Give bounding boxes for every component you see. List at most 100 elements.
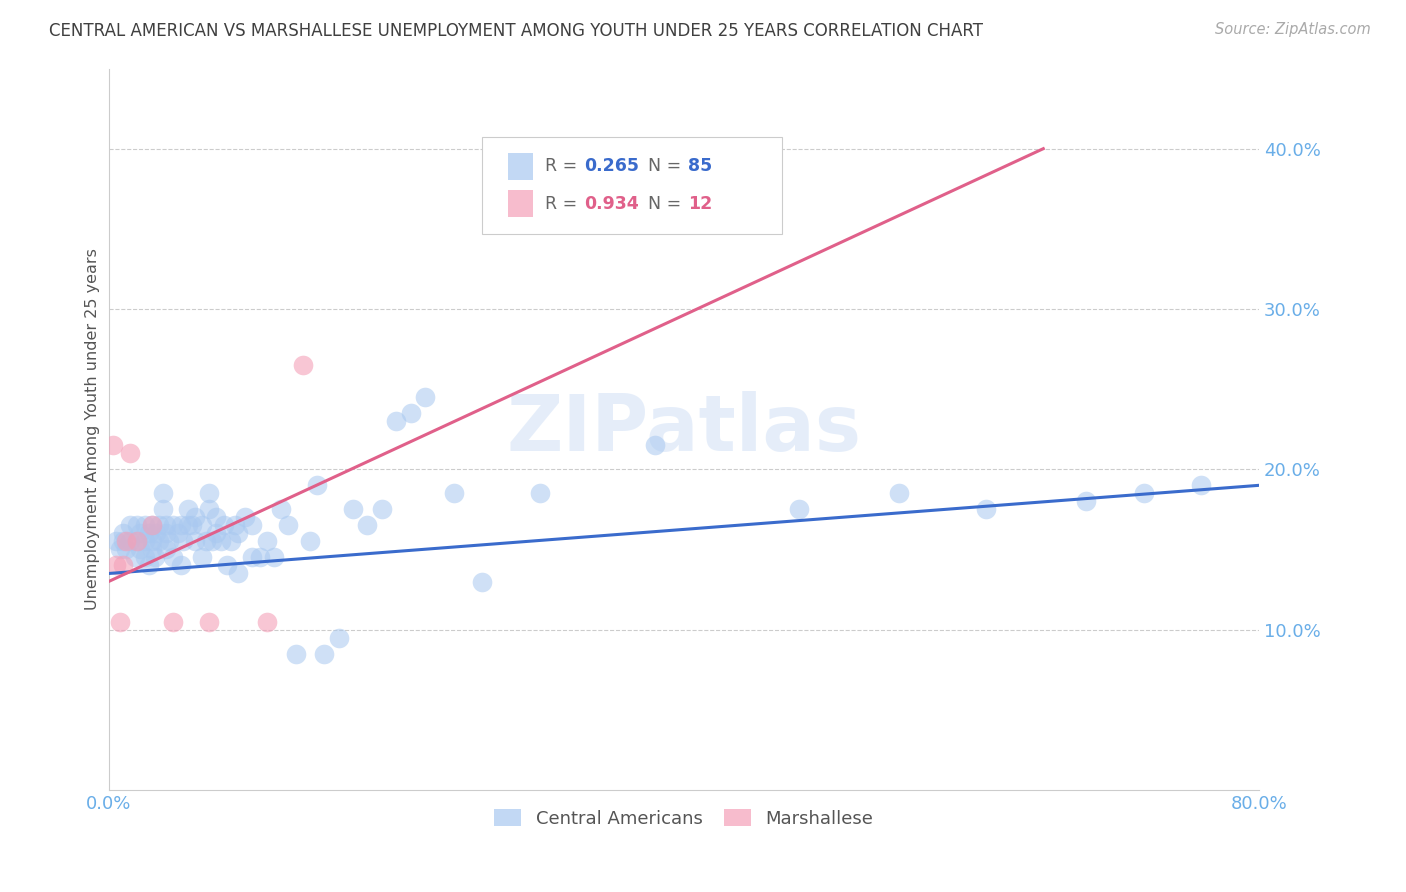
Point [263,550,285,565]
FancyBboxPatch shape [508,153,533,180]
Point [1076,494,1098,508]
Point [141,518,163,533]
Point [129,526,152,541]
Y-axis label: Unemployment Among Youth under 25 years: Unemployment Among Youth under 25 years [86,248,100,610]
Point [143,550,166,565]
Point [529,486,551,500]
Point [124,550,146,565]
Point [152,502,174,516]
Text: 0.265: 0.265 [583,157,638,175]
Text: R =: R = [544,194,582,212]
Point [356,518,378,533]
Point [224,518,246,533]
Text: CENTRAL AMERICAN VS MARSHALLESE UNEMPLOYMENT AMONG YOUTH UNDER 25 YEARS CORRELAT: CENTRAL AMERICAN VS MARSHALLESE UNEMPLOY… [49,22,983,40]
Point [108,542,131,557]
Point [291,358,314,372]
Point [152,486,174,500]
Point [111,526,134,541]
Point [209,534,232,549]
Point [115,542,138,557]
Point [111,534,134,549]
Point [120,534,142,549]
Point [177,502,200,516]
Text: 85: 85 [689,157,713,175]
Point [233,510,256,524]
Point [205,510,228,524]
Point [155,518,177,533]
Point [1191,478,1213,492]
FancyBboxPatch shape [508,190,533,218]
Point [205,526,228,541]
Point [129,542,152,557]
Text: N =: N = [648,157,688,175]
Text: 0.934: 0.934 [583,194,638,212]
Point [201,534,224,549]
Point [256,534,278,549]
Point [328,631,350,645]
Point [198,615,221,629]
Point [157,534,180,549]
Point [298,534,321,549]
Point [134,518,156,533]
Point [127,518,149,533]
Point [127,534,149,549]
Point [181,518,204,533]
Legend: Central Americans, Marshallese: Central Americans, Marshallese [486,802,880,835]
Point [399,406,422,420]
Point [120,518,142,533]
Point [644,438,666,452]
Point [284,647,307,661]
Point [115,534,138,549]
Point [138,558,160,573]
Point [198,502,221,516]
Point [148,518,170,533]
Point [371,502,394,516]
Point [889,486,911,500]
Point [141,534,163,549]
Point [134,550,156,565]
Point [198,486,221,500]
Point [169,518,191,533]
Point [195,534,218,549]
Point [787,502,810,516]
Point [141,542,163,557]
Point [277,518,299,533]
Point [111,558,134,573]
Point [155,526,177,541]
Point [120,446,142,460]
Point [256,615,278,629]
Point [104,534,127,549]
Point [413,390,436,404]
Point [148,534,170,549]
Point [242,518,264,533]
Point [215,558,238,573]
Point [471,574,494,589]
Point [155,542,177,557]
Point [249,550,271,565]
Point [219,534,242,549]
Text: ZIPatlas: ZIPatlas [506,392,862,467]
Point [162,518,184,533]
Text: R =: R = [544,157,582,175]
Point [242,550,264,565]
Point [184,534,207,549]
Point [162,550,184,565]
Point [108,615,131,629]
Point [314,647,336,661]
Point [177,518,200,533]
Point [162,615,184,629]
Point [307,478,329,492]
Point [101,438,124,452]
Point [385,414,408,428]
Point [138,526,160,541]
Point [134,534,156,549]
FancyBboxPatch shape [482,137,782,235]
Point [342,502,364,516]
Point [191,518,214,533]
Point [166,526,188,541]
Point [127,534,149,549]
Point [270,502,292,516]
Point [145,526,167,541]
Point [191,550,214,565]
Text: Source: ZipAtlas.com: Source: ZipAtlas.com [1215,22,1371,37]
